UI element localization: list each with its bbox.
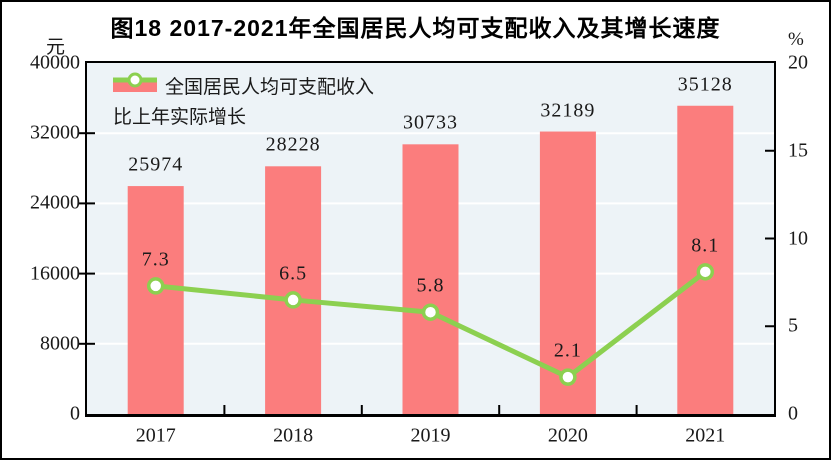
line-point-2019	[421, 303, 440, 321]
line-value-label-2017: 7.3	[141, 248, 170, 271]
chart-title: 图18 2017-2021年全国居民人均可支配收入及其增长速度	[110, 15, 721, 41]
bar-2017	[127, 186, 184, 414]
left-axis-unit-label: 元	[46, 37, 66, 58]
bar-value-label-2020: 32189	[540, 99, 596, 122]
legend: 全国居民人均可支配收入 比上年实际增长	[113, 72, 374, 129]
left-axis-label-40000: 40000	[30, 51, 80, 74]
legend-bar-label: 全国居民人均可支配收入	[165, 77, 375, 98]
bar-2019	[402, 144, 459, 414]
right-axis-unit-label: %	[788, 29, 804, 50]
plot-area: 全国居民人均可支配收入 比上年实际增长	[79, 61, 776, 417]
x-axis-label-2021: 2021	[685, 424, 726, 447]
bar-value-label-2018: 28228	[265, 133, 321, 156]
chart-canvas	[79, 105, 774, 414]
line-point-2021	[696, 263, 715, 281]
legend-line-label: 比上年实际增长	[113, 107, 247, 128]
bar-value-label-2021: 35128	[677, 73, 733, 96]
left-axis-label-32000: 32000	[30, 121, 80, 144]
right-axis-label-0: 0	[788, 402, 798, 425]
left-axis-label-16000: 16000	[30, 262, 80, 285]
line-point-2020	[559, 368, 577, 386]
line-point-2018	[284, 291, 302, 309]
right-axis-label-15: 15	[788, 139, 808, 162]
x-axis-label-2020: 2020	[547, 424, 588, 447]
x-axis-label-2017: 2017	[135, 424, 176, 447]
line-point-2017	[146, 277, 165, 295]
bar-value-label-2017: 25974	[128, 153, 184, 176]
left-axis-label-24000: 24000	[30, 191, 80, 214]
bar-2021	[677, 105, 734, 414]
line-value-label-2021: 8.1	[691, 234, 720, 257]
x-axis-label-2019: 2019	[410, 424, 451, 447]
right-axis-label-10: 10	[788, 227, 808, 249]
line-value-label-2020: 2.1	[553, 339, 582, 362]
right-axis-label-5: 5	[788, 314, 798, 337]
legend-item-line: 比上年实际增长	[113, 72, 374, 129]
legend-line-swatch	[113, 72, 157, 88]
line-value-label-2018: 6.5	[279, 262, 308, 285]
bar-2018	[265, 166, 322, 414]
line-value-label-2019: 5.8	[416, 274, 445, 297]
left-axis-label-8000: 8000	[40, 332, 80, 355]
left-axis-label-0: 0	[70, 402, 80, 425]
bar-value-label-2019: 30733	[403, 111, 458, 134]
x-axis-label-2018: 2018	[273, 424, 314, 447]
right-axis-label-20: 20	[788, 51, 808, 74]
